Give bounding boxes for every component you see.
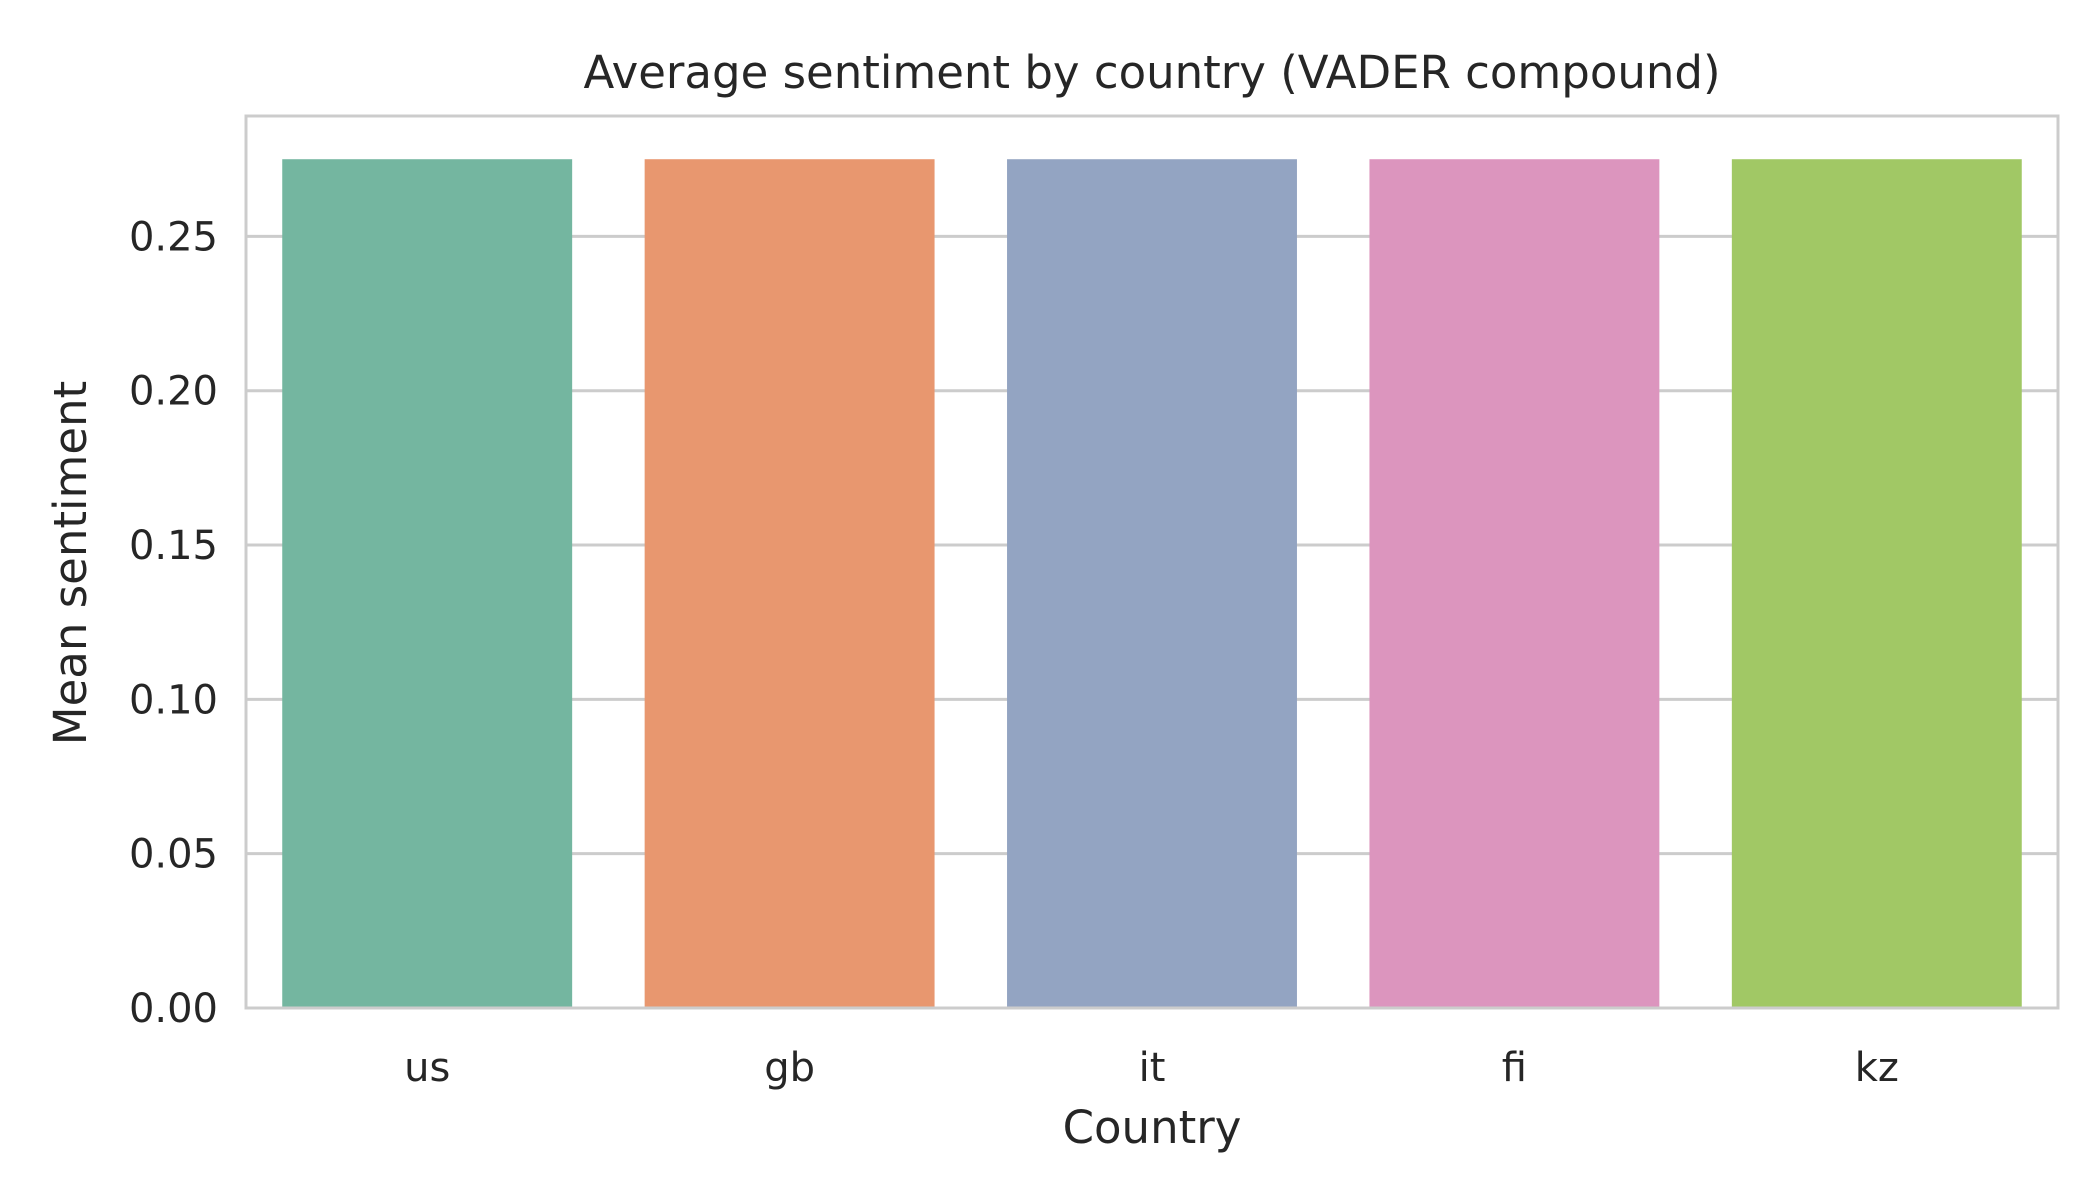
y-tick-label: 0.25 [129,214,218,260]
bar-it [1007,159,1297,1009]
x-tick-label: gb [764,1045,815,1091]
x-tick-label: it [1139,1045,1166,1091]
x-tick-labels: us gb it fi kz [404,1045,1899,1091]
y-tick-label: 0.00 [129,986,218,1032]
x-tick-label: us [404,1045,450,1091]
x-tick-label: kz [1855,1045,1899,1091]
y-tick-label: 0.05 [129,832,218,878]
y-axis-label: Mean sentiment [44,381,97,745]
bar-gb [644,159,935,1009]
y-tick-label: 0.20 [129,369,218,415]
y-tick-label: 0.15 [129,523,218,569]
x-tick-label: fi [1502,1045,1527,1091]
chart-title: Average sentiment by country (VADER comp… [583,46,1720,99]
y-tick-label: 0.10 [129,677,218,723]
plot-frame [244,114,2060,1010]
bars [282,159,2022,1009]
bar-kz [1731,159,2022,1009]
y-tick-labels: 0.00 0.05 0.10 0.15 0.20 0.25 [129,214,218,1032]
bar-us [282,159,573,1009]
x-axis-label: Country [1063,1101,1242,1154]
bar-fi [1369,159,1660,1009]
